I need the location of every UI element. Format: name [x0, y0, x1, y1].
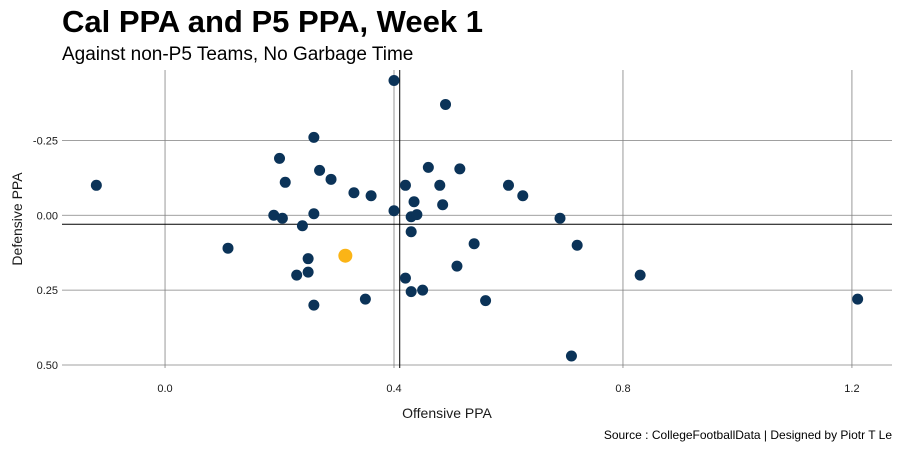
x-axis-title: Offensive PPA — [402, 405, 492, 421]
chart-caption: Source : CollegeFootballData | Designed … — [603, 428, 892, 442]
p5-point-20 — [399, 179, 411, 191]
p5-point-24 — [405, 226, 417, 238]
p5-point-14 — [325, 173, 337, 185]
p5-point-28 — [422, 161, 434, 173]
p5-point-29 — [434, 179, 446, 191]
p5-point-36 — [502, 179, 514, 191]
cal-point-0 — [338, 248, 353, 263]
p5-point-9 — [302, 266, 314, 278]
p5-point-16 — [359, 293, 371, 305]
p5-point-10 — [308, 131, 320, 143]
p5-point-27 — [417, 284, 429, 296]
p5-point-6 — [291, 269, 303, 281]
y-tick-label-2: 0.25 — [37, 285, 58, 297]
p5-point-37 — [517, 190, 529, 202]
x-tick-label-1: 0.4 — [386, 383, 401, 395]
p5-point-1 — [222, 242, 234, 254]
p5-point-38 — [554, 212, 566, 224]
p5-point-15 — [348, 187, 360, 199]
y-tick-label-3: 0.50 — [37, 360, 58, 372]
p5-point-26 — [411, 209, 423, 221]
p5-point-41 — [634, 269, 646, 281]
p5-point-19 — [388, 205, 400, 217]
p5-point-21 — [399, 272, 411, 284]
p5-point-35 — [480, 295, 492, 307]
y-tick-label-1: 0.00 — [37, 210, 58, 222]
x-tick-label-2: 0.8 — [615, 383, 630, 395]
x-tick-label-0: 0.0 — [157, 383, 172, 395]
p5-point-3 — [274, 152, 286, 164]
chart-title: Cal PPA and P5 PPA, Week 1 — [62, 4, 483, 39]
p5-point-40 — [571, 239, 583, 251]
p5-point-22 — [405, 286, 417, 298]
p5-point-8 — [302, 253, 314, 265]
p5-point-0 — [90, 179, 102, 191]
p5-point-5 — [279, 176, 291, 188]
y-tick-label-0: -0.25 — [33, 135, 58, 147]
p5-point-39 — [565, 350, 577, 362]
y-axis-title: Defensive PPA — [9, 172, 25, 266]
p5-point-31 — [440, 98, 452, 110]
p5-point-4 — [276, 212, 288, 224]
p5-point-42 — [852, 293, 864, 305]
p5-point-25 — [408, 196, 420, 208]
p5-point-34 — [468, 238, 480, 250]
p5-point-7 — [296, 220, 308, 232]
x-tick-label-3: 1.2 — [844, 383, 859, 395]
p5-point-17 — [365, 190, 377, 202]
p5-point-30 — [437, 199, 449, 211]
p5-point-12 — [308, 299, 320, 311]
p5-point-18 — [388, 74, 400, 86]
p5-point-11 — [308, 208, 320, 220]
chart-subtitle: Against non-P5 Teams, No Garbage Time — [62, 44, 414, 65]
p5-point-2 — [268, 209, 280, 221]
p5-point-13 — [314, 164, 326, 176]
p5-point-33 — [454, 163, 466, 175]
p5-point-32 — [451, 260, 463, 272]
